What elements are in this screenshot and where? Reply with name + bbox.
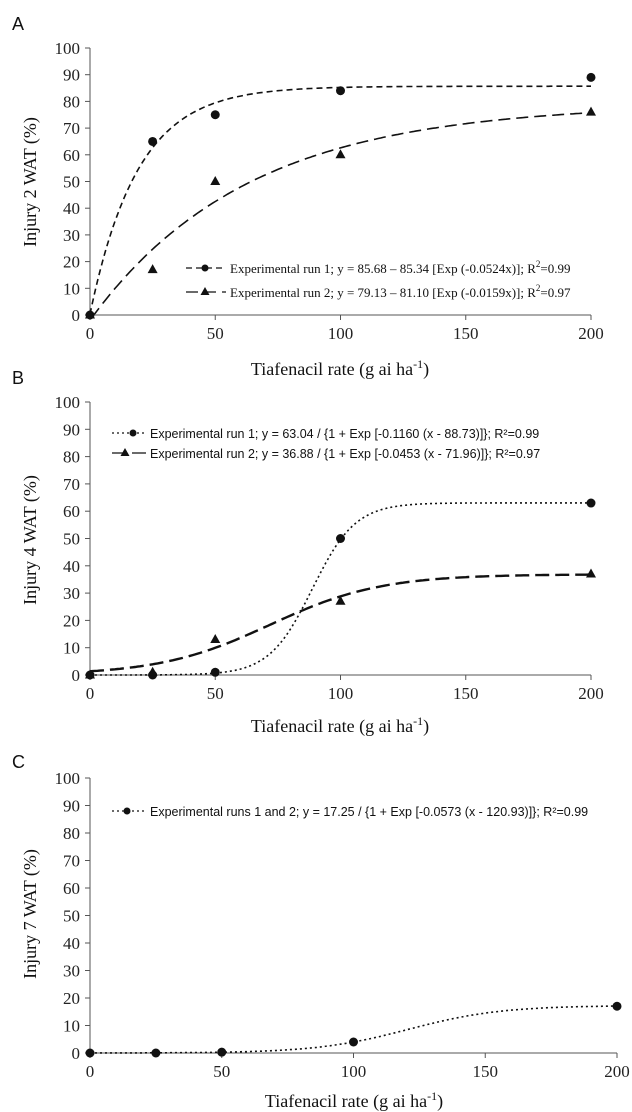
data-point-run-1: [612, 1001, 622, 1011]
y-tick-label: 100: [55, 769, 81, 788]
y-axis-title: Injury 7 WAT (%): [20, 849, 41, 979]
x-tick-label: 50: [207, 684, 224, 703]
legend-marker-series-2: [200, 287, 210, 295]
y-tick-label: 0: [72, 1044, 81, 1063]
legend-label-series-2: Experimental run 2; y = 36.88 / {1 + Exp…: [150, 447, 540, 461]
data-point-run-1: [336, 534, 345, 543]
x-tick-label: 200: [604, 1062, 630, 1081]
chart-panel-a: A 0 10 20 30 40 50 60 70 80 90 100 0 50 100 150 200 Injur…: [12, 14, 604, 380]
y-tick-label: 0: [72, 306, 81, 325]
data-point-run-2: [335, 149, 346, 159]
data-point-run-2: [147, 264, 158, 274]
y-tick-label: 80: [63, 448, 80, 467]
y-axis-title: Injury 2 WAT (%): [20, 117, 41, 247]
y-tick-label: 70: [63, 119, 80, 138]
x-tick-label: 150: [473, 1062, 499, 1081]
panel-label: A: [12, 14, 24, 34]
y-tick-label: 60: [63, 146, 80, 165]
y-tick-label: 60: [63, 502, 80, 521]
y-tick-label: 70: [63, 852, 80, 871]
y-tick-label: 50: [63, 530, 80, 549]
panel-label: C: [12, 752, 25, 772]
data-point-run-1: [217, 1047, 227, 1057]
x-tick-label: 200: [578, 324, 604, 343]
y-tick-label: 0: [72, 666, 81, 685]
y-axis-title: Injury 4 WAT (%): [20, 475, 41, 605]
y-tick-label: 30: [63, 962, 80, 981]
data-point-run-1: [210, 110, 220, 120]
legend-marker-series-2: [120, 448, 130, 456]
y-tick-label: 80: [63, 92, 80, 111]
data-point-run-1: [336, 86, 345, 96]
x-tick-label: 200: [578, 684, 604, 703]
y-tick-label: 40: [63, 199, 80, 218]
y-tick-label: 80: [63, 824, 80, 843]
y-tick-label: 90: [63, 797, 80, 816]
data-point-run-1: [586, 72, 596, 82]
x-tick-label: 0: [86, 1062, 95, 1081]
fit-curve-series-1: [89, 85, 591, 315]
y-tick-label: 60: [63, 879, 80, 898]
data-point-run-2: [586, 568, 596, 578]
legend-marker-series-1: [201, 264, 209, 272]
legend-marker-series-1: [129, 429, 137, 437]
fit-curve-series-2: [90, 111, 592, 316]
data-point-run-2: [210, 634, 221, 644]
x-tick-label: 100: [328, 684, 354, 703]
y-tick-label: 100: [55, 393, 81, 412]
data-point-run-1: [349, 1037, 358, 1047]
y-tick-label: 20: [63, 611, 80, 630]
fit-curve-series-2: [89, 573, 591, 673]
data-point-run-1: [151, 1048, 161, 1058]
fit-curve-series-1: [90, 502, 591, 676]
legend-label-series-1: Experimental run 1; y = 63.04 / {1 + Exp…: [150, 427, 539, 441]
legend-label-series-1: Experimental run 1; y = 85.68 – 85.34 [E…: [230, 259, 571, 276]
y-tick-label: 50: [63, 907, 80, 926]
y-tick-label: 90: [63, 66, 80, 85]
data-point-run-2: [147, 666, 158, 676]
y-tick-label: 40: [63, 557, 80, 576]
data-point-run-2: [586, 106, 596, 116]
y-tick-label: 10: [63, 279, 80, 298]
panel-label: B: [12, 368, 24, 388]
y-tick-label: 30: [63, 584, 80, 603]
x-tick-label: 50: [207, 324, 224, 343]
x-axis-title: Tiafenacil rate (g ai ha-1): [251, 357, 429, 380]
y-tick-label: 50: [63, 173, 80, 192]
y-tick-label: 70: [63, 475, 80, 494]
data-point-run-1: [586, 498, 596, 508]
y-tick-label: 10: [63, 1017, 80, 1036]
x-tick-label: 150: [453, 684, 479, 703]
chart-panel-c: C 0 10 20 30 40 50 60 70 80 90 100 0 50 100 150 200 Injur…: [12, 752, 630, 1112]
chart-panel-b: B 0 10 20 30 40 50 60 70 80 90 100 0 50 100 150 200 Injur…: [12, 368, 604, 737]
x-tick-label: 150: [453, 324, 479, 343]
x-tick-label: 100: [341, 1062, 367, 1081]
x-tick-label: 100: [328, 324, 354, 343]
legend-marker-series-1: [123, 807, 131, 815]
data-point-run-2: [85, 669, 95, 679]
y-tick-label: 40: [63, 934, 80, 953]
data-point-run-2: [335, 595, 346, 605]
data-point-run-1: [148, 136, 158, 146]
legend-label-series-1: Experimental runs 1 and 2; y = 17.25 / {…: [150, 805, 588, 819]
x-tick-label: 0: [86, 684, 95, 703]
data-point-run-2: [210, 176, 221, 185]
y-tick-label: 20: [63, 253, 80, 272]
x-axis-title: Tiafenacil rate (g ai ha-1): [251, 714, 429, 737]
data-point-run-1: [85, 1048, 95, 1058]
data-point-run-1: [210, 667, 220, 677]
x-tick-label: 0: [86, 324, 95, 343]
y-tick-label: 20: [63, 989, 80, 1008]
y-tick-label: 100: [55, 39, 81, 58]
data-point-run-2: [85, 309, 95, 319]
y-tick-label: 30: [63, 226, 80, 245]
x-tick-label: 50: [213, 1062, 230, 1081]
x-axis-title: Tiafenacil rate (g ai ha-1): [265, 1089, 443, 1112]
legend-label-series-2: Experimental run 2; y = 79.13 – 81.10 [E…: [230, 283, 571, 300]
y-tick-label: 10: [63, 639, 80, 658]
y-tick-label: 90: [63, 420, 80, 439]
